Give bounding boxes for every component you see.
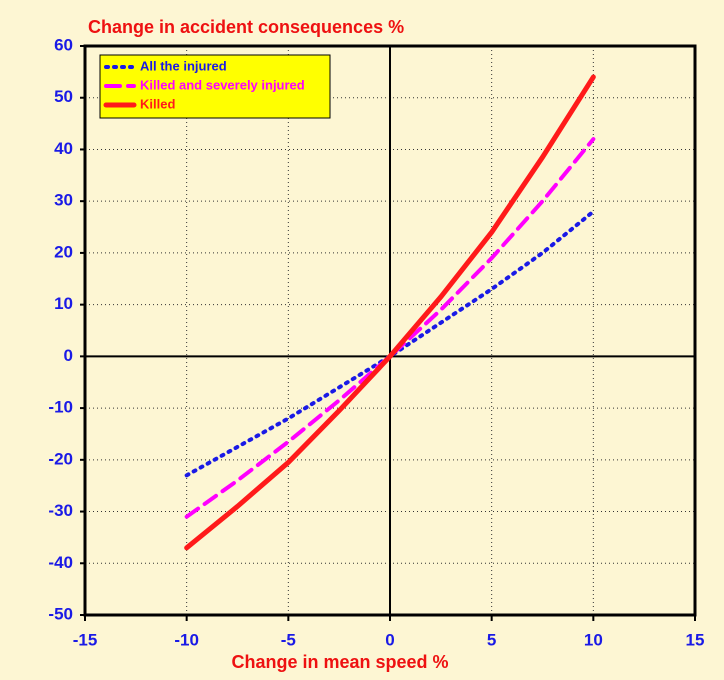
y-tick-label: -50 <box>48 604 73 623</box>
y-tick-label: 30 <box>54 191 73 210</box>
y-tick-label: -20 <box>48 449 73 468</box>
legend: All the injured Killed and severely injur… <box>99 54 331 119</box>
legend-label: All the injured <box>140 58 227 73</box>
y-tick-label: 10 <box>54 294 73 313</box>
legend-label: Killed and severely injured <box>140 77 305 92</box>
x-tick-label: 15 <box>686 630 705 649</box>
x-tick-label: -10 <box>174 630 199 649</box>
y-tick-label: 0 <box>64 346 73 365</box>
series-line <box>184 74 596 551</box>
y-tick-label: -40 <box>48 553 73 572</box>
x-tick-label: -15 <box>73 630 98 649</box>
x-tick-label: 10 <box>584 630 603 649</box>
y-tick-label: 60 <box>54 35 73 54</box>
x-axis-label: Change in mean speed % <box>231 652 448 672</box>
y-tick-label: -30 <box>48 501 73 520</box>
y-tick-label: 50 <box>54 87 73 106</box>
y-tick-label: -10 <box>48 398 73 417</box>
x-tick-label: 0 <box>385 630 394 649</box>
x-tick-label: -5 <box>281 630 296 649</box>
plot-border <box>83 44 697 617</box>
legend-label: Killed <box>140 96 175 111</box>
chart-title: Change in accident consequences % <box>88 17 404 37</box>
legend-box <box>99 54 331 119</box>
series-line <box>184 137 596 519</box>
y-tick-label: 20 <box>54 242 73 261</box>
y-tick-label: 40 <box>54 139 73 158</box>
x-tick-label: 5 <box>487 630 496 649</box>
